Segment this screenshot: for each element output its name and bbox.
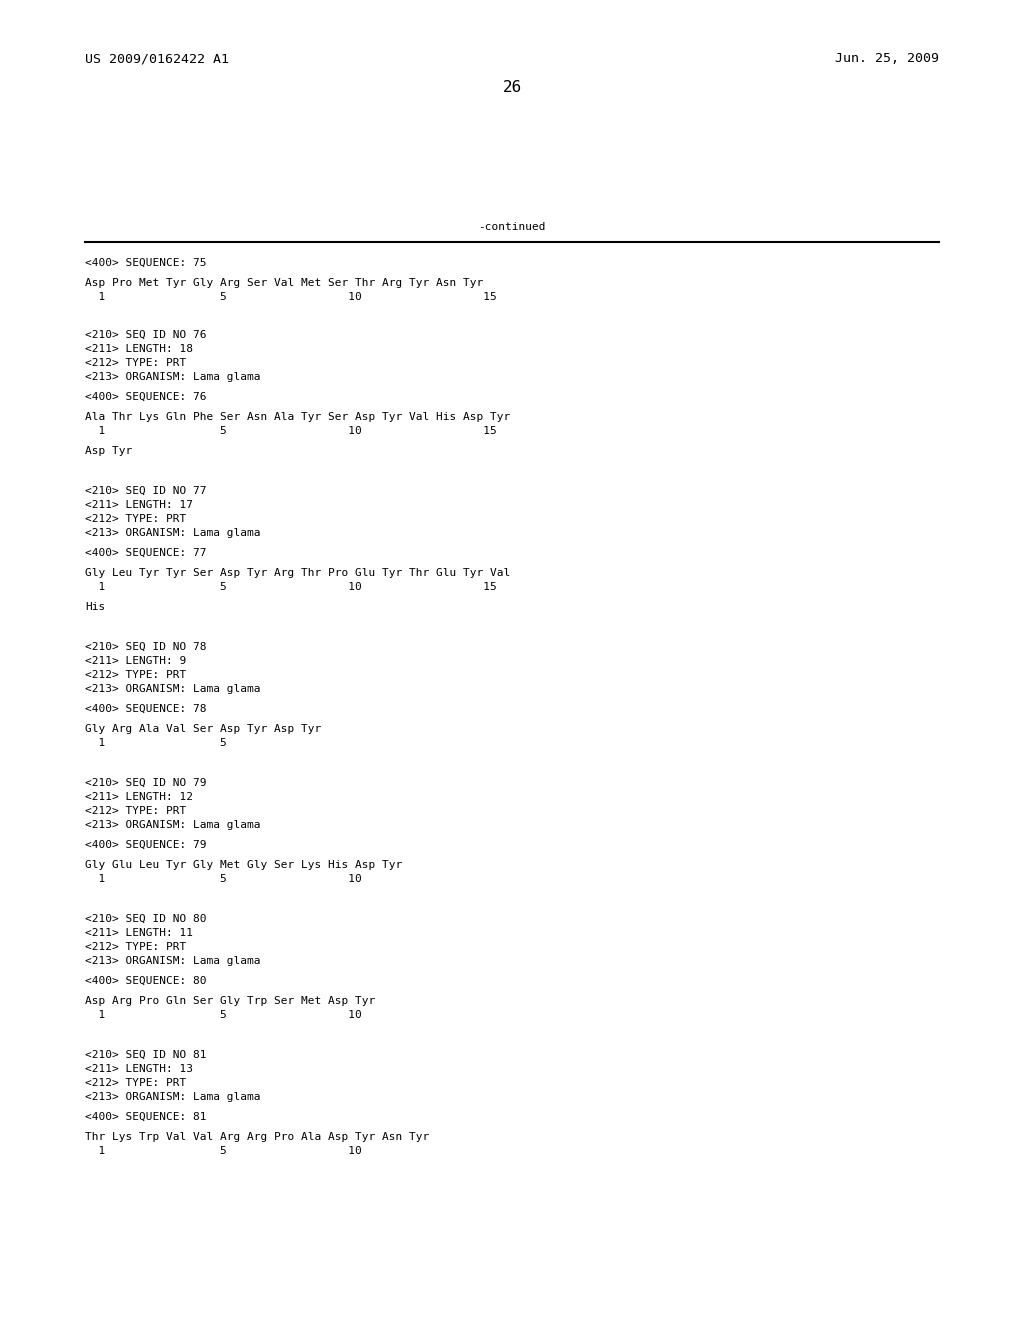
Text: 26: 26 — [503, 81, 521, 95]
Text: <212> TYPE: PRT: <212> TYPE: PRT — [85, 513, 186, 524]
Text: -continued: -continued — [478, 222, 546, 232]
Text: <213> ORGANISM: Lama glama: <213> ORGANISM: Lama glama — [85, 528, 260, 539]
Text: <212> TYPE: PRT: <212> TYPE: PRT — [85, 671, 186, 680]
Text: <212> TYPE: PRT: <212> TYPE: PRT — [85, 807, 186, 816]
Text: <211> LENGTH: 12: <211> LENGTH: 12 — [85, 792, 193, 803]
Text: Gly Glu Leu Tyr Gly Met Gly Ser Lys His Asp Tyr: Gly Glu Leu Tyr Gly Met Gly Ser Lys His … — [85, 861, 402, 870]
Text: Asp Pro Met Tyr Gly Arg Ser Val Met Ser Thr Arg Tyr Asn Tyr: Asp Pro Met Tyr Gly Arg Ser Val Met Ser … — [85, 279, 483, 288]
Text: His: His — [85, 602, 105, 612]
Text: <400> SEQUENCE: 77: <400> SEQUENCE: 77 — [85, 548, 207, 558]
Text: US 2009/0162422 A1: US 2009/0162422 A1 — [85, 51, 229, 65]
Text: <213> ORGANISM: Lama glama: <213> ORGANISM: Lama glama — [85, 684, 260, 694]
Text: Asp Tyr: Asp Tyr — [85, 446, 132, 455]
Text: Gly Leu Tyr Tyr Ser Asp Tyr Arg Thr Pro Glu Tyr Thr Glu Tyr Val: Gly Leu Tyr Tyr Ser Asp Tyr Arg Thr Pro … — [85, 568, 510, 578]
Text: <211> LENGTH: 17: <211> LENGTH: 17 — [85, 500, 193, 510]
Text: 1                 5                  10: 1 5 10 — [85, 1010, 361, 1020]
Text: <210> SEQ ID NO 80: <210> SEQ ID NO 80 — [85, 913, 207, 924]
Text: <400> SEQUENCE: 81: <400> SEQUENCE: 81 — [85, 1111, 207, 1122]
Text: <213> ORGANISM: Lama glama: <213> ORGANISM: Lama glama — [85, 820, 260, 830]
Text: <212> TYPE: PRT: <212> TYPE: PRT — [85, 358, 186, 368]
Text: 1                 5                  10: 1 5 10 — [85, 874, 361, 884]
Text: Asp Arg Pro Gln Ser Gly Trp Ser Met Asp Tyr: Asp Arg Pro Gln Ser Gly Trp Ser Met Asp … — [85, 997, 375, 1006]
Text: <400> SEQUENCE: 78: <400> SEQUENCE: 78 — [85, 704, 207, 714]
Text: <213> ORGANISM: Lama glama: <213> ORGANISM: Lama glama — [85, 1092, 260, 1102]
Text: <211> LENGTH: 11: <211> LENGTH: 11 — [85, 928, 193, 939]
Text: <213> ORGANISM: Lama glama: <213> ORGANISM: Lama glama — [85, 956, 260, 966]
Text: Ala Thr Lys Gln Phe Ser Asn Ala Tyr Ser Asp Tyr Val His Asp Tyr: Ala Thr Lys Gln Phe Ser Asn Ala Tyr Ser … — [85, 412, 510, 422]
Text: Gly Arg Ala Val Ser Asp Tyr Asp Tyr: Gly Arg Ala Val Ser Asp Tyr Asp Tyr — [85, 723, 322, 734]
Text: <211> LENGTH: 18: <211> LENGTH: 18 — [85, 345, 193, 354]
Text: <211> LENGTH: 13: <211> LENGTH: 13 — [85, 1064, 193, 1074]
Text: 1                 5                  10                  15: 1 5 10 15 — [85, 426, 497, 436]
Text: <400> SEQUENCE: 80: <400> SEQUENCE: 80 — [85, 975, 207, 986]
Text: <400> SEQUENCE: 76: <400> SEQUENCE: 76 — [85, 392, 207, 403]
Text: <210> SEQ ID NO 81: <210> SEQ ID NO 81 — [85, 1049, 207, 1060]
Text: <210> SEQ ID NO 77: <210> SEQ ID NO 77 — [85, 486, 207, 496]
Text: <212> TYPE: PRT: <212> TYPE: PRT — [85, 1078, 186, 1088]
Text: <213> ORGANISM: Lama glama: <213> ORGANISM: Lama glama — [85, 372, 260, 381]
Text: Jun. 25, 2009: Jun. 25, 2009 — [835, 51, 939, 65]
Text: 1                 5                  10                  15: 1 5 10 15 — [85, 582, 497, 591]
Text: <400> SEQUENCE: 79: <400> SEQUENCE: 79 — [85, 840, 207, 850]
Text: <211> LENGTH: 9: <211> LENGTH: 9 — [85, 656, 186, 667]
Text: <210> SEQ ID NO 76: <210> SEQ ID NO 76 — [85, 330, 207, 341]
Text: <212> TYPE: PRT: <212> TYPE: PRT — [85, 942, 186, 952]
Text: 1                 5: 1 5 — [85, 738, 226, 748]
Text: <210> SEQ ID NO 78: <210> SEQ ID NO 78 — [85, 642, 207, 652]
Text: <400> SEQUENCE: 75: <400> SEQUENCE: 75 — [85, 257, 207, 268]
Text: <210> SEQ ID NO 79: <210> SEQ ID NO 79 — [85, 777, 207, 788]
Text: Thr Lys Trp Val Val Arg Arg Pro Ala Asp Tyr Asn Tyr: Thr Lys Trp Val Val Arg Arg Pro Ala Asp … — [85, 1133, 429, 1142]
Text: 1                 5                  10                  15: 1 5 10 15 — [85, 292, 497, 302]
Text: 1                 5                  10: 1 5 10 — [85, 1146, 361, 1156]
